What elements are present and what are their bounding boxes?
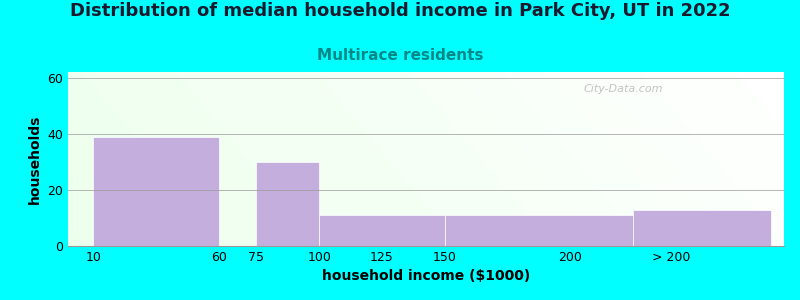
- X-axis label: household income ($1000): household income ($1000): [322, 269, 530, 284]
- Bar: [93, 136, 218, 246]
- Bar: [257, 162, 319, 246]
- Bar: [319, 215, 445, 246]
- Bar: [445, 215, 634, 246]
- Text: Distribution of median household income in Park City, UT in 2022: Distribution of median household income …: [70, 2, 730, 20]
- Text: Multirace residents: Multirace residents: [317, 48, 483, 63]
- Y-axis label: households: households: [28, 114, 42, 204]
- Bar: [634, 209, 771, 246]
- Text: City-Data.com: City-Data.com: [583, 84, 663, 94]
